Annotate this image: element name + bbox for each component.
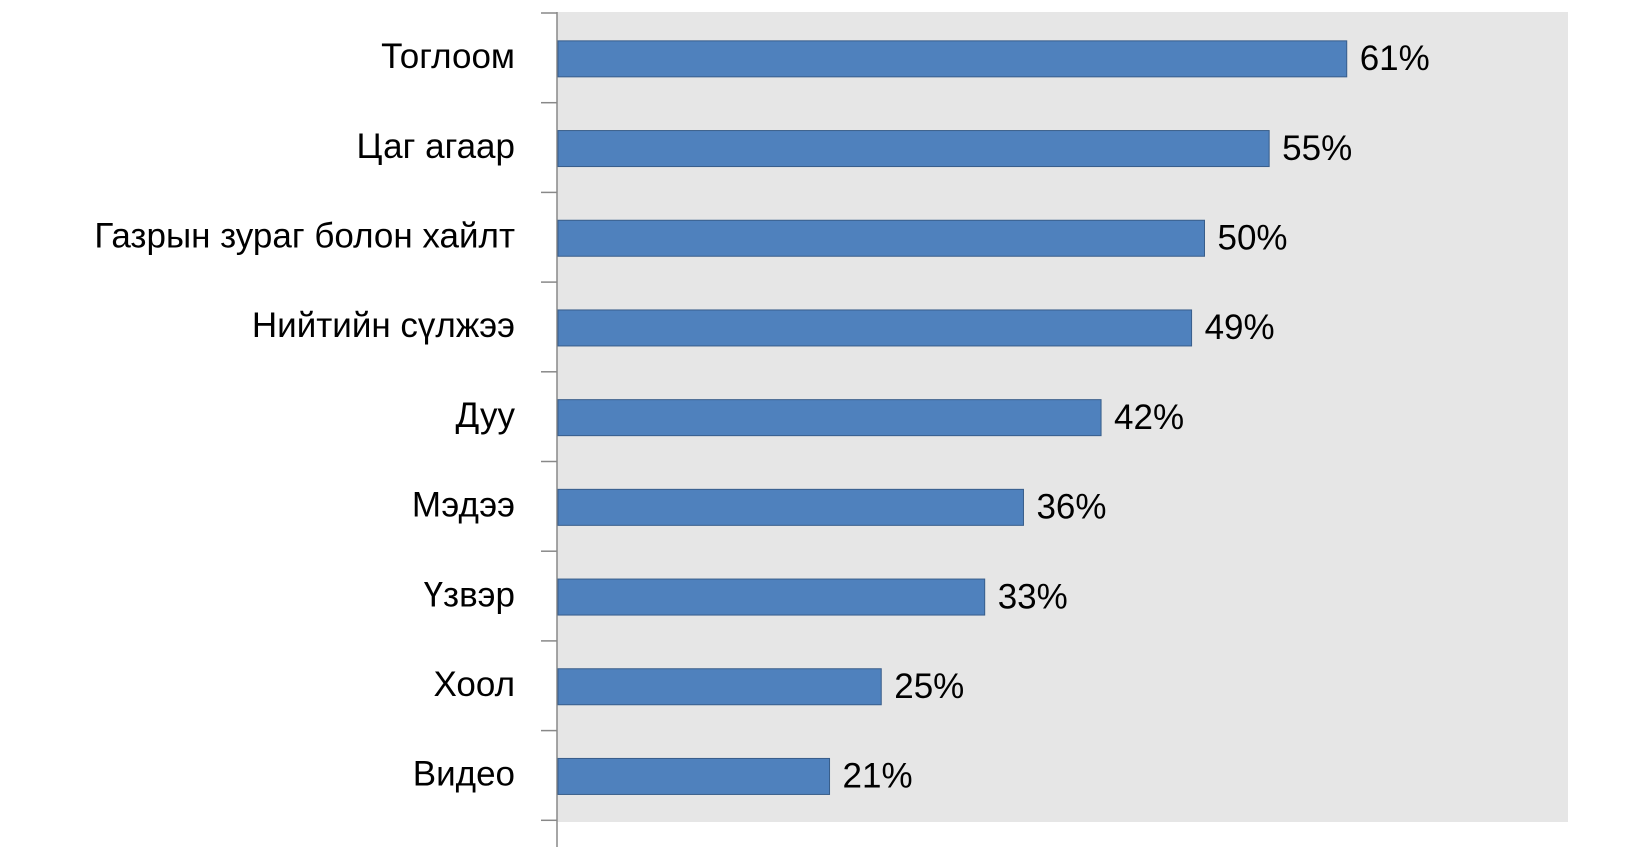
bar: [557, 309, 1193, 347]
value-label: 33%: [998, 577, 1068, 616]
category-label: Нийтийн сүлжээ: [252, 306, 515, 345]
bar: [557, 578, 986, 616]
category-label: Газрын зураг болон хайлт: [94, 217, 515, 256]
bar: [557, 130, 1270, 168]
bar: [557, 399, 1102, 437]
value-label: 25%: [894, 667, 964, 706]
value-label: 61%: [1360, 39, 1430, 78]
value-label: 55%: [1282, 129, 1352, 168]
bar: [557, 40, 1348, 78]
category-label: Мэдээ: [412, 486, 515, 525]
category-label: Хоол: [433, 665, 515, 704]
bar: [557, 757, 831, 795]
bar: [557, 668, 882, 706]
value-label: 36%: [1036, 488, 1106, 527]
category-label: Үзвэр: [424, 575, 515, 614]
value-label: 49%: [1205, 308, 1275, 347]
category-label: Тоглоом: [381, 37, 515, 76]
category-label: Цаг агаар: [357, 127, 515, 166]
bar: [557, 219, 1205, 257]
value-label: 42%: [1114, 398, 1184, 437]
value-label: 21%: [843, 757, 913, 796]
category-label: Дуу: [456, 396, 516, 435]
category-label: Видео: [413, 755, 515, 794]
bar: [557, 488, 1024, 526]
value-label: 50%: [1218, 219, 1288, 258]
